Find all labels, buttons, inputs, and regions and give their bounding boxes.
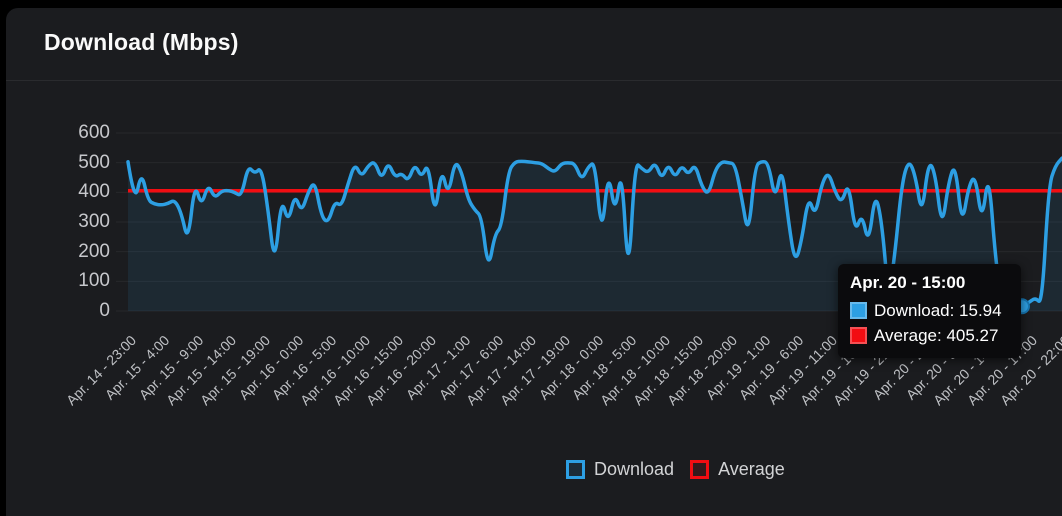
- download-series-line: [126, 156, 1062, 308]
- download-series-area-fill: [128, 158, 1062, 311]
- legend-label-average: Average: [718, 459, 785, 479]
- panel-header-divider: [6, 80, 1062, 81]
- tooltip-value-download: Download: 15.94: [874, 301, 1002, 320]
- panel-title: Download (Mbps): [44, 29, 239, 55]
- tooltip-value-average: Average: 405.27: [874, 326, 999, 345]
- tooltip: Apr. 20 - 15:00 Download: 15.94 Average:…: [838, 264, 1021, 358]
- average-legend-swatch-icon: [690, 460, 710, 479]
- y-axis-label: 500: [78, 151, 110, 173]
- legend: Download Average: [566, 459, 785, 480]
- tooltip-row-download: Download: 15.94: [850, 298, 1009, 323]
- y-axis-label: 600: [78, 122, 110, 143]
- average-tooltip-swatch-icon: [850, 327, 867, 344]
- y-axis-label: 300: [78, 211, 110, 232]
- legend-item-download[interactable]: Download: [566, 459, 674, 480]
- tooltip-row-average: Average: 405.27: [850, 323, 1009, 348]
- legend-label-download: Download: [594, 459, 675, 479]
- y-axis-label: 100: [78, 270, 110, 292]
- tooltip-title: Apr. 20 - 15:00: [850, 273, 966, 292]
- y-axis-label: 400: [78, 181, 110, 203]
- legend-item-average[interactable]: Average: [690, 459, 785, 480]
- download-legend-swatch-icon: [566, 460, 585, 479]
- download-tooltip-swatch-icon: [850, 302, 867, 319]
- y-axis-label: 200: [78, 240, 110, 262]
- y-axis-label: 0: [99, 300, 110, 321]
